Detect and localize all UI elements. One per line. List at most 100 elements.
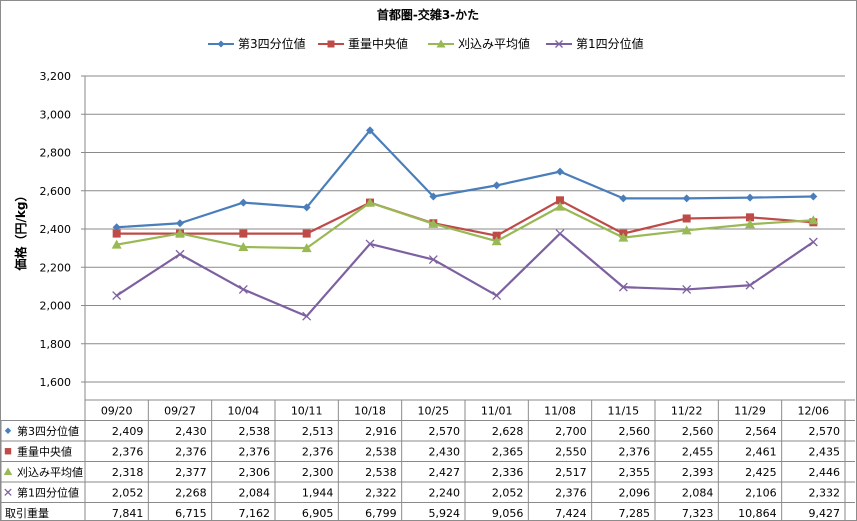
data-point-stroke [745,280,755,290]
data-label: 2,461 [745,445,777,458]
y-tick-labels: 1,600 1,800 2,000 2,200 2,400 2,600 2,800 3,000… [40,70,72,389]
data-label: 2,430 [429,445,461,458]
table-row-label: 取引重量 [5,506,49,520]
data-point-stroke [492,291,502,301]
x-tick-label: 11/15 [607,404,639,417]
data-point [238,241,249,251]
data-label: 2,084 [239,486,271,499]
data-label: 7,424 [555,507,587,520]
x-tick-label: 09/27 [164,404,196,417]
data-point [111,239,122,249]
data-label: 2,376 [112,445,144,458]
data-label: 2,628 [492,425,524,438]
data-label: 2,560 [619,425,651,438]
data-point [745,280,755,290]
series-lines [111,126,819,321]
data-label: 2,377 [175,466,207,479]
data-point [436,39,446,48]
legend-entry: 重量中央値 [318,36,408,51]
data-point [429,192,438,201]
legend-label: 第1四分位値 [576,36,644,51]
data-label: 2,332 [809,486,841,499]
y-axis-label: 価格（円/kg） [13,190,28,272]
data-label: 2,052 [492,486,524,499]
data-label: 2,700 [555,425,587,438]
gridlines [81,75,845,383]
series-line [116,201,814,250]
data-point [112,223,121,232]
x-tick-label: 11/29 [734,404,766,417]
data-label: 2,355 [619,466,651,479]
data-label: 2,300 [302,466,334,479]
data-label: 2,455 [682,445,714,458]
data-point [746,213,754,222]
data-point-stroke [175,249,185,259]
data-label: 9,056 [492,507,524,520]
data-point [556,196,564,205]
data-point [175,228,185,238]
x-tick-label: 10/18 [354,404,386,417]
data-label: 2,376 [175,445,207,458]
legend-label: 重量中央値 [348,36,408,51]
data-point [4,488,12,496]
data-label: 9,427 [809,507,841,520]
data-label: 2,517 [555,466,587,479]
x-tick-label: 10/11 [291,404,323,417]
data-point [682,194,691,203]
data-label: 2,560 [682,425,714,438]
y-tick-label: 1,600 [40,376,72,389]
data-point [302,229,311,238]
data-point [618,282,628,292]
series-line [116,232,814,318]
legend-entry: 第3四分位値 [208,36,306,51]
data-point [4,448,12,455]
data-label: 2,376 [239,445,271,458]
table-row-label: 第1四分位値 [17,485,79,499]
series [112,229,818,321]
y-tick-label: 3,200 [40,70,72,83]
data-label: 10,864 [738,507,777,520]
data-point [745,219,755,229]
legend-entry: 第1四分位値 [546,36,644,51]
data-label: 2,538 [239,425,271,438]
data-table: 09/20 09/27 10/04 10/11 10/18 10/25 11/01 11/08… [0,382,855,521]
data-point [302,203,311,212]
data-label: 2,376 [619,445,651,458]
data-point [112,229,121,238]
x-tick-label: 09/20 [101,404,133,417]
data-point [238,284,248,294]
x-tick-label: 11/08 [544,404,576,417]
legend-entry: 刈込み平均値 [428,36,530,51]
data-point [809,192,818,201]
x-tick-label: 10/25 [417,404,449,417]
data-point [217,40,225,48]
data-label: 2,538 [365,466,397,479]
data-point [746,193,754,202]
data-point-stroke [808,237,818,247]
data-point-stroke [302,311,312,321]
data-label: 2,427 [429,466,461,479]
x-tick-label: 11/22 [671,404,703,417]
data-point [366,126,374,135]
series-line [116,199,814,237]
data-point-stroke [4,488,12,496]
data-point-stroke [618,282,628,292]
data-label: 5,924 [429,507,461,520]
data-label: 2,570 [429,425,461,438]
data-point [365,197,375,207]
data-label: 2,084 [682,486,714,499]
data-label: 2,446 [809,466,841,479]
data-point-stroke [682,284,692,294]
y-tick-label: 3,000 [40,108,72,121]
data-point [492,231,501,240]
data-point [428,255,438,265]
data-label: 7,285 [619,507,651,520]
data-point [4,427,12,434]
data-point [175,249,185,259]
data-point-stroke [555,40,563,48]
data-label: 2,306 [239,466,271,479]
data-label: 2,393 [682,466,714,479]
data-point [555,201,565,211]
data-point-stroke [112,291,122,301]
